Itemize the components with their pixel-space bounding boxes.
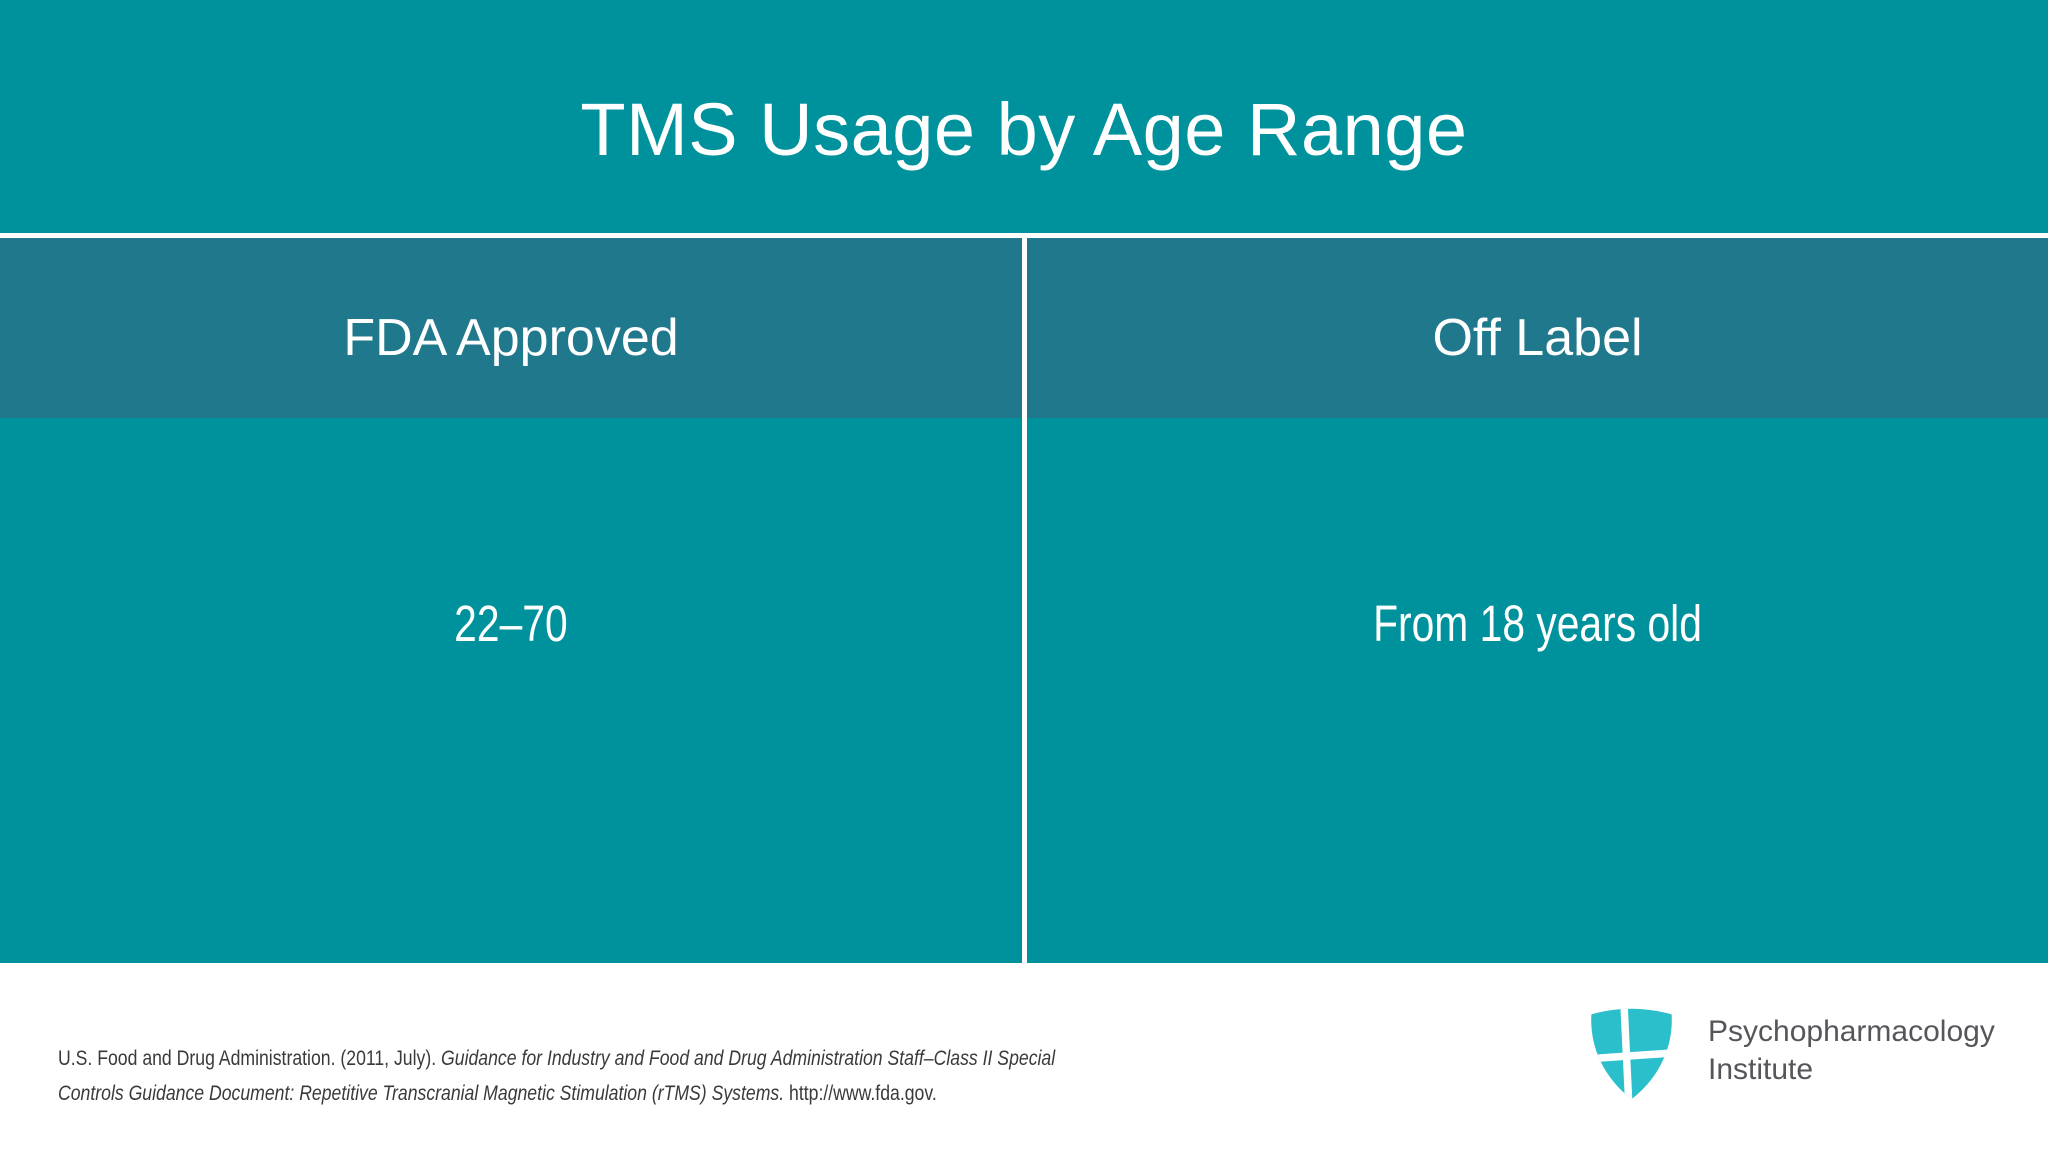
fda-approved-value-cell: 22–70 [0,418,1022,963]
shield-cross-icon [1591,1008,1672,1100]
footer: U.S. Food and Drug Administration. (2011… [0,963,2048,1152]
citation-line-1: U.S. Food and Drug Administration. (2011… [58,1041,1055,1076]
citation-italic-text: Controls Guidance Document: Repetitive T… [58,1082,785,1105]
citation-line-2: Controls Guidance Document: Repetitive T… [58,1076,1055,1111]
citation: U.S. Food and Drug Administration. (2011… [58,1041,1245,1111]
page-title: TMS Usage by Age Range [580,88,1468,171]
title-table-divider [0,233,2048,238]
off-label-age-range: From 18 years old [1373,595,1702,652]
citation-italic-text: Guidance for Industry and Food and Drug … [441,1047,1056,1070]
off-label-header-cell: Off Label [1027,238,2048,418]
fda-approved-age-range: 22–70 [454,595,568,652]
citation-regular-text: U.S. Food and Drug Administration. (2011… [58,1047,442,1070]
logo: Psychopharmacology Institute [1583,1005,1995,1102]
logo-line-2: Institute [1708,1053,1814,1086]
column-divider [1022,418,1027,963]
fda-approved-header-cell: FDA Approved [0,238,1022,418]
logo-line-1: Psychopharmacology [1708,1015,1995,1048]
citation-url-text: http://www.fda.gov. [784,1082,937,1105]
logo-text: Psychopharmacology Institute [1708,1013,1995,1089]
title-bar: TMS Usage by Age Range [0,0,2048,233]
column-divider [1022,238,1027,418]
off-label-value-cell: From 18 years old [1027,418,2048,963]
table-body-row: 22–70 From 18 years old [0,418,2048,963]
table-header-row: FDA Approved Off Label [0,238,2048,418]
